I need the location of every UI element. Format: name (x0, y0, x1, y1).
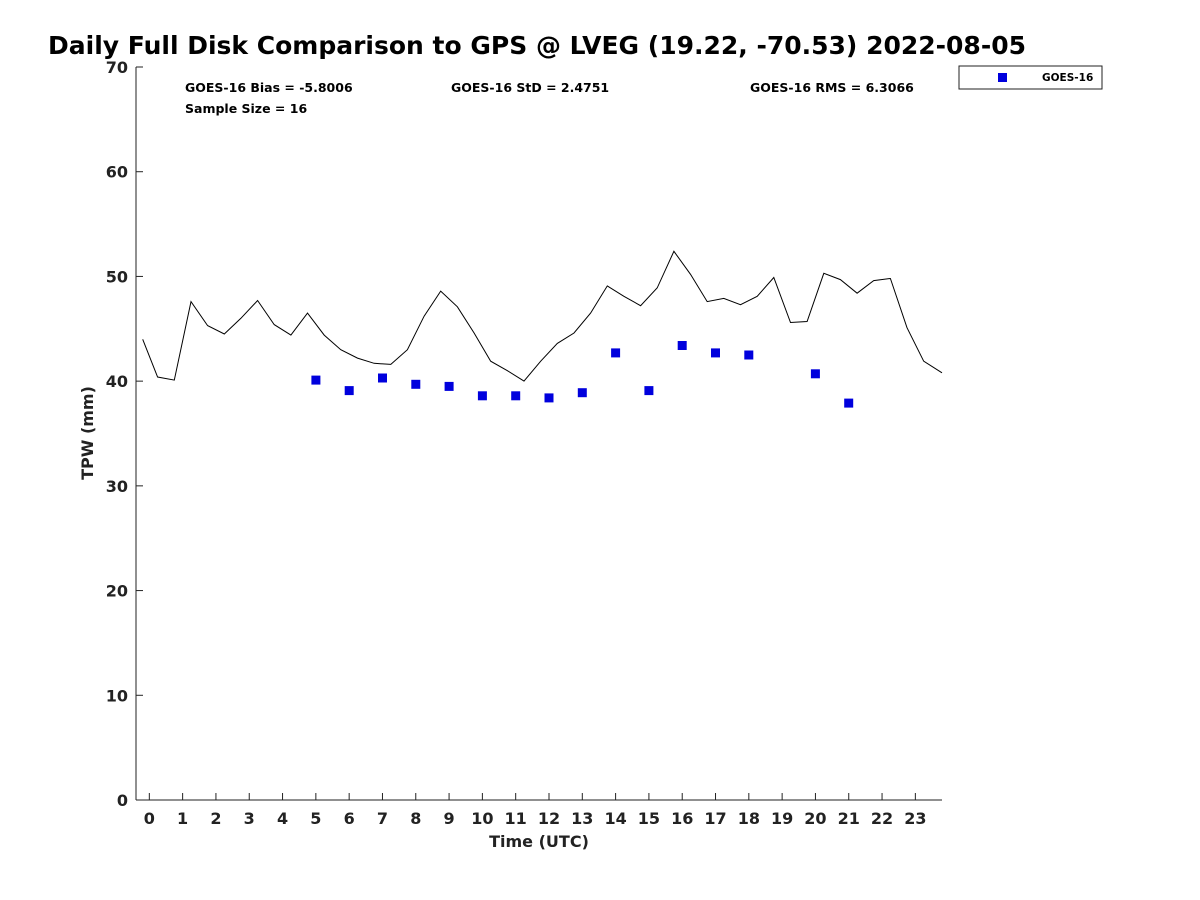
y-tick-label: 0 (117, 791, 128, 810)
x-tick-label: 23 (904, 809, 926, 828)
x-tick-label: 12 (538, 809, 560, 828)
goes16-data-point (711, 348, 720, 358)
goes16-data-point (677, 341, 687, 350)
plot-frame (135, 67, 942, 801)
goes16-data-point (611, 348, 621, 358)
x-tick-label: 0 (144, 809, 155, 828)
y-tick-label: 50 (106, 267, 128, 286)
goes16-data-point (644, 386, 654, 396)
legend-label-goes16: GOES-16 (1042, 72, 1093, 84)
legend-marker-goes16 (998, 73, 1007, 82)
x-tick-label: 1 (177, 809, 188, 828)
x-tick-label: 3 (244, 809, 255, 828)
goes16-data-point (344, 386, 354, 396)
x-tick-label: 19 (771, 809, 793, 828)
x-tick-label: 17 (704, 809, 726, 828)
goes16-points-layer (311, 341, 854, 408)
goes16-data-point (544, 393, 554, 403)
x-tick-label: 4 (277, 809, 288, 828)
legend: GOES-16 (958, 65, 1103, 90)
x-tick-label: 16 (671, 809, 693, 828)
goes16-data-point (810, 369, 820, 379)
stats-annotations: GOES-16 Bias = -5.8006 GOES-16 StD = 2.4… (185, 80, 914, 116)
goes16-data-point (411, 379, 421, 389)
x-tick-label: 9 (444, 809, 455, 828)
goes16-data-point (378, 373, 387, 383)
y-tick-label: 10 (106, 686, 128, 705)
gps-series-line (142, 250, 943, 382)
gps-line-layer (142, 250, 943, 382)
goes16-data-point (577, 388, 587, 398)
stat-sample-size: Sample Size = 16 (185, 101, 307, 116)
goes16-data-point (444, 381, 454, 391)
x-tick-label: 13 (571, 809, 593, 828)
goes16-data-point (511, 391, 521, 401)
y-tick-label: 70 (106, 58, 128, 77)
goes16-data-point (744, 350, 754, 360)
y-ticks: 0 10 20 30 40 50 60 70 (106, 58, 143, 810)
stat-bias: GOES-16 Bias = -5.8006 (185, 80, 353, 95)
x-tick-label: 6 (344, 809, 355, 828)
x-tick-label: 10 (471, 809, 493, 828)
x-tick-label: 18 (738, 809, 760, 828)
goes16-data-point (311, 375, 321, 385)
x-tick-label: 14 (604, 809, 626, 828)
goes16-data-point (477, 391, 487, 401)
x-tick-label: 21 (838, 809, 860, 828)
x-tick-label: 22 (871, 809, 893, 828)
x-ticks: 0 1 2 3 4 5 6 7 8 9 10 11 12 13 14 15 16 17 18 19 20 21 22 23 (144, 793, 926, 828)
x-tick-label: 11 (505, 809, 527, 828)
y-tick-label: 40 (106, 372, 128, 391)
y-axis-label: TPW (mm) (78, 386, 97, 480)
y-tick-label: 20 (106, 582, 128, 601)
chart-title: Daily Full Disk Comparison to GPS @ LVEG… (48, 31, 1026, 60)
y-tick-label: 30 (106, 477, 128, 496)
stat-std: GOES-16 StD = 2.4751 (451, 80, 609, 95)
x-tick-label: 7 (377, 809, 388, 828)
stat-rms: GOES-16 RMS = 6.3066 (750, 80, 914, 95)
x-tick-label: 2 (210, 809, 221, 828)
x-tick-label: 5 (310, 809, 321, 828)
x-tick-label: 8 (410, 809, 421, 828)
x-tick-label: 20 (804, 809, 826, 828)
y-tick-label: 60 (106, 163, 128, 182)
x-tick-label: 15 (638, 809, 660, 828)
x-axis-label: Time (UTC) (489, 832, 589, 851)
goes16-data-point (844, 398, 854, 408)
legend-box (958, 65, 1103, 90)
